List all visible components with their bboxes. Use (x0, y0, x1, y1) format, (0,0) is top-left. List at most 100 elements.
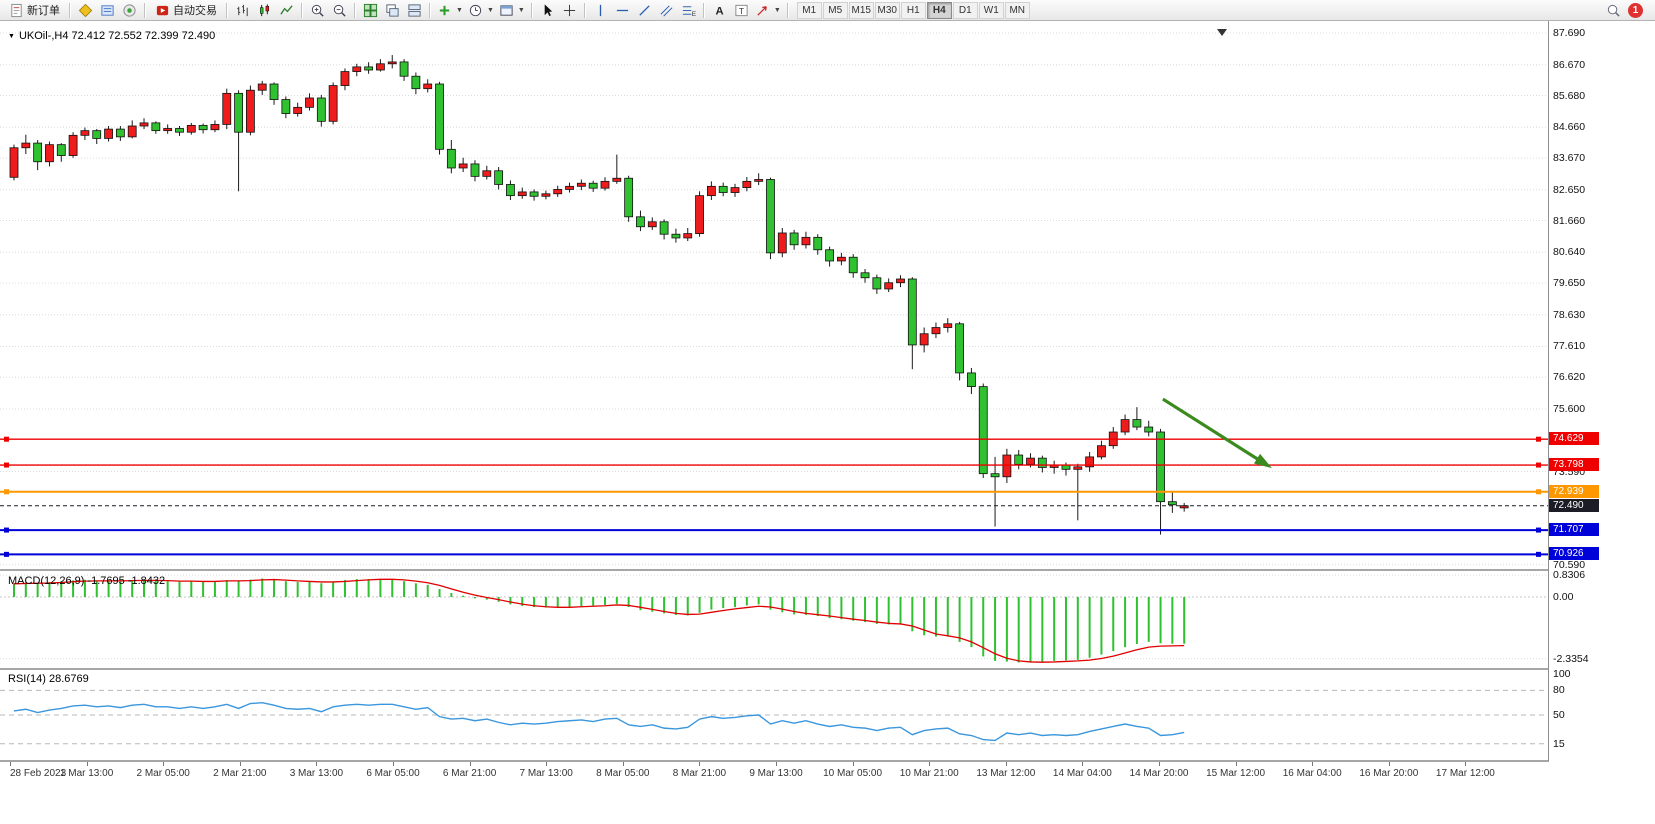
pivot-line-handle[interactable] (1536, 489, 1541, 495)
dropdown-caret: ▼ (486, 6, 494, 14)
time-axis-label: 10 Mar 21:00 (899, 768, 959, 779)
profiles-dropdown[interactable]: ▼ (466, 1, 496, 19)
candle-body (624, 177, 634, 218)
candlestick-chart-button[interactable] (254, 1, 275, 19)
axis-label: 0.8306 (1553, 569, 1586, 582)
price-chart-pane[interactable] (0, 28, 1548, 570)
navigator-button[interactable] (97, 1, 118, 19)
support-line-2-handle[interactable] (4, 551, 9, 557)
cascade-windows-icon (386, 3, 399, 17)
fibonacci-tool[interactable]: E (678, 1, 699, 19)
support-line-1-handle[interactable] (1536, 527, 1541, 533)
terminal-button[interactable] (119, 1, 140, 19)
templates-dropdown[interactable]: ▼ (497, 1, 527, 19)
timeframe-button-m5[interactable]: M5 (822, 1, 848, 19)
tile-windows-button[interactable] (360, 1, 381, 19)
support-line-2-handle[interactable] (1536, 551, 1541, 557)
svg-text:A: A (715, 5, 723, 17)
timeframe-button-m30[interactable]: M30 (874, 1, 900, 19)
support-line-1-handle[interactable] (4, 527, 9, 533)
toolbar-separator (69, 2, 71, 18)
resistance-line-2-handle[interactable] (4, 462, 9, 468)
time-tick (469, 762, 471, 766)
time-tick (929, 762, 931, 766)
time-tick (393, 762, 394, 766)
price-axis[interactable]: 87.690 86.670 85.680 84.660 83.670 82.650 81.6… (1549, 0, 1655, 824)
text-icon: A (715, 5, 723, 17)
rsi-indicator-pane[interactable] (0, 670, 1548, 760)
auto-trading-button[interactable]: 自动交易 (150, 1, 222, 19)
arrows-dropdown[interactable]: ▼ (753, 1, 783, 19)
pane-separator[interactable] (0, 760, 1655, 762)
trend-arrow[interactable] (1162, 397, 1268, 467)
macd-indicator-pane[interactable] (0, 572, 1548, 668)
resistance-line-2-handle[interactable] (1536, 462, 1541, 468)
chart-shift-marker-icon[interactable] (1217, 29, 1227, 36)
candle-body (222, 92, 232, 125)
new-order-button[interactable]: 新订单 (4, 1, 65, 19)
resistance-line-1-handle[interactable] (1536, 436, 1541, 442)
tile-horizontal-icon (408, 3, 421, 17)
macd-signal-line (13, 578, 1185, 663)
candle-body (198, 124, 208, 131)
notification-badge[interactable]: 1 (1628, 2, 1643, 18)
candle-body (470, 163, 480, 177)
horizontal-line-tool[interactable] (612, 1, 633, 19)
time-tick (1159, 762, 1160, 766)
macd-indicator-label: MACD(12,26,9) -1.7695 -1.8432 (8, 575, 166, 587)
time-tick (699, 762, 701, 766)
timeframe-button-mn[interactable]: MN (1004, 1, 1030, 19)
candle-body (210, 124, 220, 131)
text-label-tool[interactable]: T (731, 1, 752, 19)
candle-body (801, 236, 811, 246)
timeframe-button-w1[interactable]: W1 (978, 1, 1004, 19)
pane-separator[interactable] (0, 569, 1655, 571)
pivot-line-handle[interactable] (4, 489, 9, 495)
bar-chart-button[interactable] (232, 1, 253, 19)
candle-body (919, 333, 929, 346)
toolbar-separator (583, 2, 586, 18)
channel-tool[interactable] (656, 1, 677, 19)
candle-body (671, 233, 681, 239)
search-icon[interactable] (1606, 3, 1621, 18)
candle-body (647, 221, 657, 228)
time-axis-label: 8 Mar 05:00 (596, 768, 650, 779)
candle-body (695, 195, 704, 234)
market-watch-button[interactable] (75, 1, 96, 19)
vertical-line-tool[interactable] (590, 1, 611, 19)
candle-body (1073, 466, 1083, 470)
candle-body (387, 61, 397, 65)
candle-body (163, 128, 173, 132)
pane-separator[interactable] (0, 668, 1655, 670)
axis-label: 80 (1553, 684, 1565, 697)
text-tool[interactable]: A (709, 1, 730, 19)
trendline-tool[interactable] (634, 1, 655, 19)
toolbar-separator (226, 2, 228, 18)
timeframe-button-m15[interactable]: M15 (848, 1, 874, 19)
tile-horizontal-button[interactable] (404, 1, 425, 19)
crosshair-tool-button[interactable] (559, 1, 580, 19)
cascade-windows-button[interactable] (382, 1, 403, 19)
candle-body (115, 128, 125, 138)
candle-body (399, 61, 409, 77)
timeframe-button-h4[interactable]: H4 (926, 1, 952, 19)
new-chart-dropdown[interactable]: ▼ (435, 1, 465, 19)
zoom-in-button[interactable] (307, 1, 328, 19)
timeframe-button-h1[interactable]: H1 (900, 1, 926, 19)
toolbar-separator (354, 2, 356, 18)
resistance-line-1-price-badge: 74.629 (1549, 432, 1599, 446)
time-axis-label: 1 Mar 13:00 (59, 768, 114, 779)
timeframe-button-m1[interactable]: M1 (796, 1, 822, 19)
zoom-out-button[interactable] (329, 1, 350, 19)
candle-body (659, 221, 669, 235)
cursor-tool-button[interactable] (537, 1, 558, 19)
line-chart-button[interactable] (276, 1, 297, 19)
candle-body (967, 372, 976, 388)
expander-triangle-icon[interactable]: ▼ (8, 33, 15, 40)
time-axis[interactable]: 28 Feb 2023 1 Mar 13:00 2 Mar 05:00 2 Mar 2… (0, 762, 1655, 786)
timeframe-button-d1[interactable]: D1 (952, 1, 978, 19)
trendline-icon (639, 4, 650, 16)
candle-body (1144, 426, 1154, 433)
candle-body (612, 177, 622, 182)
resistance-line-1-handle[interactable] (4, 436, 9, 442)
